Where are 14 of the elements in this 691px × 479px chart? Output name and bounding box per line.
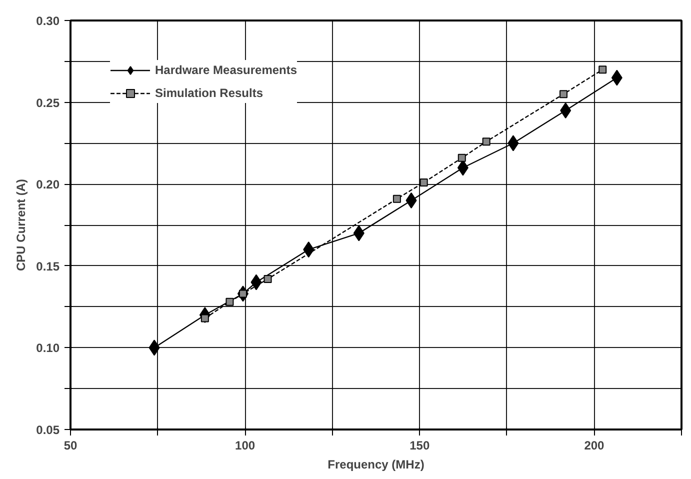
x-tick-label: 100	[235, 438, 256, 452]
y-tick-label: 0.20	[36, 178, 60, 192]
x-tick-label: 150	[410, 438, 430, 452]
x-tick-label: 50	[64, 438, 78, 452]
y-tick-label: 0.25	[36, 96, 60, 110]
legend-label: Hardware Measurements	[155, 63, 298, 77]
legend-label: Simulation Results	[155, 86, 264, 100]
y-tick-label: 0.10	[36, 341, 60, 356]
y-axis-title: CPU Current (A)	[14, 178, 28, 271]
x-tick-label: 200	[584, 438, 605, 452]
x-axis-title: Frequency (MHz)	[328, 458, 424, 472]
y-tick-label: 0.30	[36, 14, 60, 28]
y-tick-label: 0.15	[36, 259, 60, 274]
y-tick-label: 0.05	[36, 423, 60, 437]
